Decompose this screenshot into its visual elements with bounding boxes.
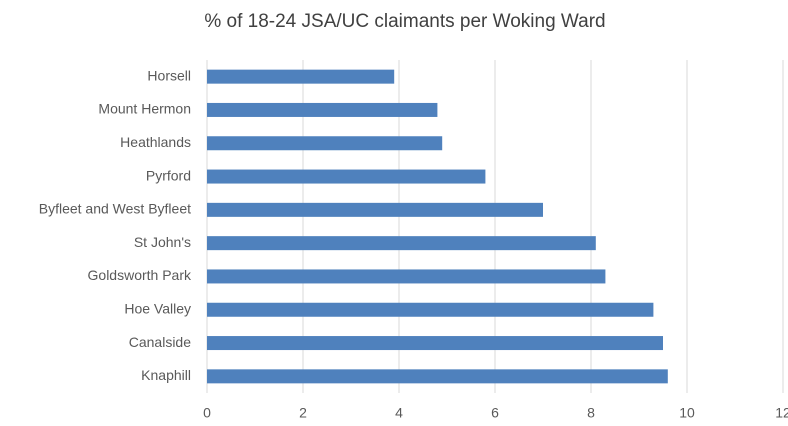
x-tick-label: 2 bbox=[299, 405, 307, 421]
x-tick-label: 8 bbox=[587, 405, 595, 421]
bar bbox=[207, 136, 443, 151]
bar bbox=[207, 236, 596, 251]
x-tick-label: 6 bbox=[491, 405, 499, 421]
y-tick-label: Goldsworth Park bbox=[88, 267, 192, 283]
x-tick-label: 10 bbox=[679, 405, 695, 421]
x-tick-label: 0 bbox=[203, 405, 211, 421]
x-tick-label: 12 bbox=[775, 405, 788, 421]
y-tick-label: Knaphill bbox=[141, 367, 191, 383]
bar bbox=[207, 69, 395, 84]
x-tick-label: 4 bbox=[395, 405, 403, 421]
y-tick-label: Pyrford bbox=[146, 167, 191, 183]
y-tick-label: Heathlands bbox=[120, 134, 191, 150]
bar bbox=[207, 202, 543, 217]
bar bbox=[207, 102, 438, 117]
y-tick-label: Horsell bbox=[147, 67, 191, 83]
bar bbox=[207, 336, 663, 351]
y-tick-label: St John's bbox=[134, 234, 191, 250]
y-tick-label: Canalside bbox=[129, 334, 191, 350]
bar bbox=[207, 302, 654, 317]
bar bbox=[207, 169, 486, 184]
bar bbox=[207, 269, 606, 284]
bar bbox=[207, 369, 668, 384]
y-tick-label: Mount Hermon bbox=[98, 101, 191, 117]
chart-title: % of 18-24 JSA/UC claimants per Woking W… bbox=[204, 11, 605, 32]
y-tick-label: Hoe Valley bbox=[124, 300, 191, 316]
y-tick-label: Byfleet and West Byfleet bbox=[39, 201, 191, 217]
